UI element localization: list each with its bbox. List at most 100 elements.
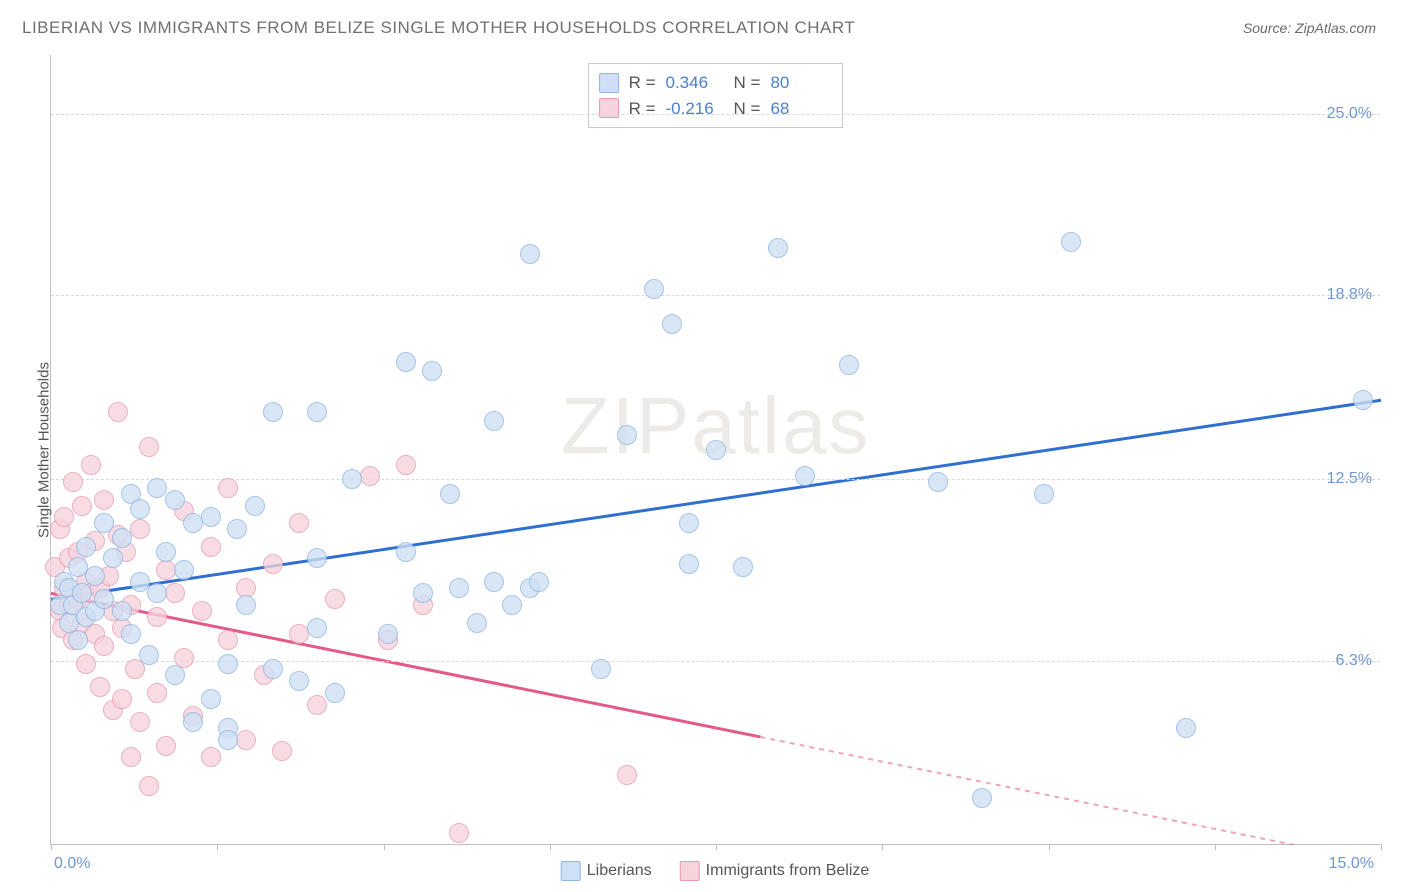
data-point-liberians [679,554,699,574]
data-point-belize [165,583,185,603]
data-point-liberians [227,519,247,539]
data-point-liberians [307,618,327,638]
data-point-liberians [1353,390,1373,410]
data-point-liberians [85,566,105,586]
data-point-liberians [289,671,309,691]
data-point-liberians [502,595,522,615]
data-point-liberians [72,583,92,603]
r-label-1: R = [629,96,656,122]
data-point-belize [236,730,256,750]
data-point-liberians [1176,718,1196,738]
data-point-belize [272,741,292,761]
data-point-belize [130,712,150,732]
data-point-liberians [396,542,416,562]
y-tick-label: 12.5% [1327,470,1372,488]
gridline [51,114,1380,115]
x-tick [550,844,551,850]
y-tick-label: 6.3% [1336,652,1372,670]
data-point-liberians [484,572,504,592]
data-point-liberians [103,548,123,568]
y-tick-label: 18.8% [1327,286,1372,304]
data-point-liberians [768,238,788,258]
data-point-liberians [174,560,194,580]
data-point-liberians [94,513,114,533]
data-point-liberians [733,557,753,577]
data-point-liberians [413,583,433,603]
series-legend: Liberians Immigrants from Belize [561,861,870,881]
data-point-liberians [484,411,504,431]
data-point-belize [449,823,469,843]
data-point-belize [54,507,74,527]
legend-item-belize: Immigrants from Belize [680,861,870,881]
r-value-0: 0.346 [666,70,724,96]
r-value-1: -0.216 [666,96,724,122]
data-point-liberians [218,730,238,750]
data-point-belize [81,455,101,475]
data-point-liberians [928,472,948,492]
stats-row-liberians: R = 0.346 N = 80 [599,70,829,96]
gridline [51,479,1380,480]
swatch-belize [599,98,619,118]
data-point-belize [307,695,327,715]
data-point-liberians [679,513,699,533]
data-point-liberians [1034,484,1054,504]
stats-legend-box: R = 0.346 N = 80 R = -0.216 N = 68 [588,63,844,128]
data-point-belize [72,496,92,516]
x-tick [1381,844,1382,850]
data-point-liberians [467,613,487,633]
data-point-liberians [236,595,256,615]
data-point-belize [147,607,167,627]
data-point-liberians [972,788,992,808]
y-tick-label: 25.0% [1327,105,1372,123]
data-point-liberians [591,659,611,679]
data-point-belize [130,519,150,539]
data-point-liberians [662,314,682,334]
x-axis-min-label: 0.0% [54,855,90,873]
legend-item-liberians: Liberians [561,861,652,881]
data-point-liberians [218,654,238,674]
data-point-liberians [325,683,345,703]
data-point-liberians [263,659,283,679]
chart-header: LIBERIAN VS IMMIGRANTS FROM BELIZE SINGL… [0,0,1406,46]
gridline [51,661,1380,662]
r-label-0: R = [629,70,656,96]
chart-title: LIBERIAN VS IMMIGRANTS FROM BELIZE SINGL… [22,18,855,38]
data-point-belize [325,589,345,609]
data-point-belize [360,466,380,486]
data-point-belize [156,736,176,756]
gridline [51,295,1380,296]
data-point-liberians [644,279,664,299]
data-point-liberians [422,361,442,381]
x-tick [882,844,883,850]
data-point-liberians [617,425,637,445]
x-tick [1049,844,1050,850]
data-point-liberians [396,352,416,372]
n-label-0: N = [734,70,761,96]
data-point-liberians [76,537,96,557]
legend-swatch-liberians [561,861,581,881]
data-point-liberians [449,578,469,598]
data-point-liberians [94,589,114,609]
data-point-liberians [307,402,327,422]
data-point-liberians [440,484,460,504]
data-point-belize [94,490,114,510]
data-point-belize [201,537,221,557]
data-point-liberians [165,490,185,510]
x-tick [716,844,717,850]
data-point-liberians [112,601,132,621]
data-point-liberians [147,583,167,603]
data-point-liberians [378,624,398,644]
data-point-liberians [245,496,265,516]
data-point-belize [201,747,221,767]
data-point-belize [139,776,159,796]
data-point-liberians [706,440,726,460]
data-point-liberians [68,630,88,650]
data-point-liberians [112,528,132,548]
data-point-belize [76,654,96,674]
swatch-liberians [599,73,619,93]
data-point-belize [94,636,114,656]
data-point-liberians [147,478,167,498]
data-point-liberians [121,624,141,644]
data-point-liberians [139,645,159,665]
data-point-liberians [130,572,150,592]
